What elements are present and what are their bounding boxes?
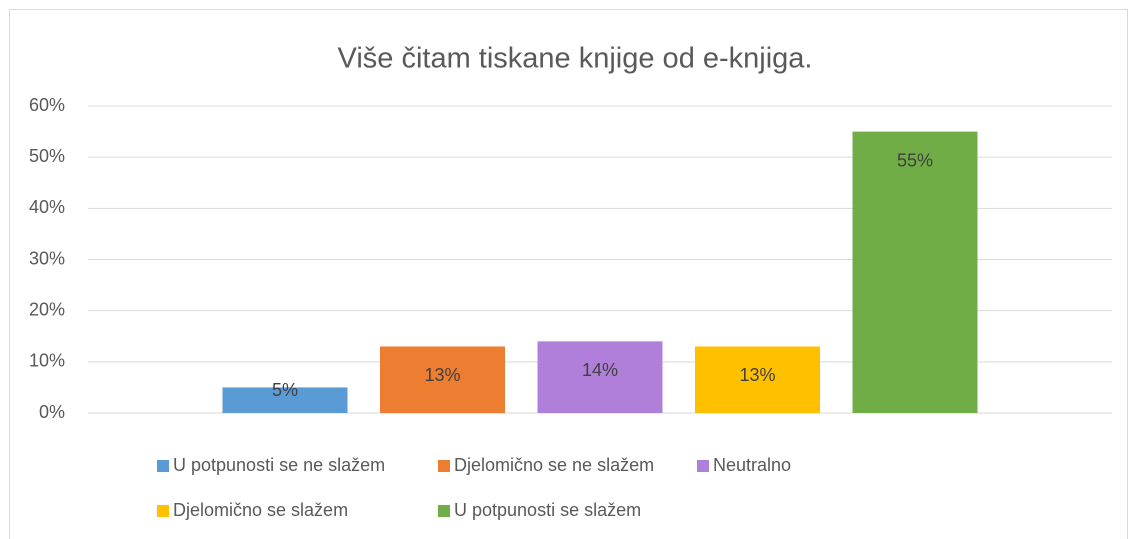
data-label: 55% bbox=[897, 150, 933, 170]
legend-label: U potpunosti se ne slažem bbox=[173, 455, 385, 475]
y-tick-label: 60% bbox=[29, 95, 65, 115]
legend-swatch bbox=[438, 505, 450, 517]
y-tick-label: 10% bbox=[29, 351, 65, 371]
data-label: 14% bbox=[582, 360, 618, 380]
bar bbox=[852, 131, 978, 414]
y-tick-label: 40% bbox=[29, 197, 65, 217]
bar bbox=[222, 387, 348, 413]
legend-label: Djelomično se slažem bbox=[173, 500, 348, 520]
y-tick-label: 50% bbox=[29, 146, 65, 166]
legend-label: Neutralno bbox=[713, 455, 791, 475]
bar bbox=[380, 346, 505, 413]
data-label: 13% bbox=[739, 365, 775, 385]
y-tick-label: 30% bbox=[29, 248, 65, 268]
legend-swatch bbox=[157, 505, 169, 517]
y-tick-label: 0% bbox=[39, 402, 65, 422]
chart-title: Više čitam tiskane knjige od e-knjiga. bbox=[338, 43, 813, 75]
y-tick-label: 20% bbox=[29, 299, 65, 319]
data-label: 13% bbox=[424, 365, 460, 385]
legend-swatch bbox=[438, 460, 450, 472]
legend-label: Djelomično se ne slažem bbox=[454, 455, 654, 475]
legend-label: U potpunosti se slažem bbox=[454, 500, 641, 520]
chart-frame bbox=[9, 9, 1128, 539]
legend-swatch bbox=[157, 460, 169, 472]
bar bbox=[537, 341, 663, 413]
data-label: 5% bbox=[272, 380, 298, 400]
bar bbox=[695, 346, 820, 413]
legend-swatch bbox=[697, 460, 709, 472]
